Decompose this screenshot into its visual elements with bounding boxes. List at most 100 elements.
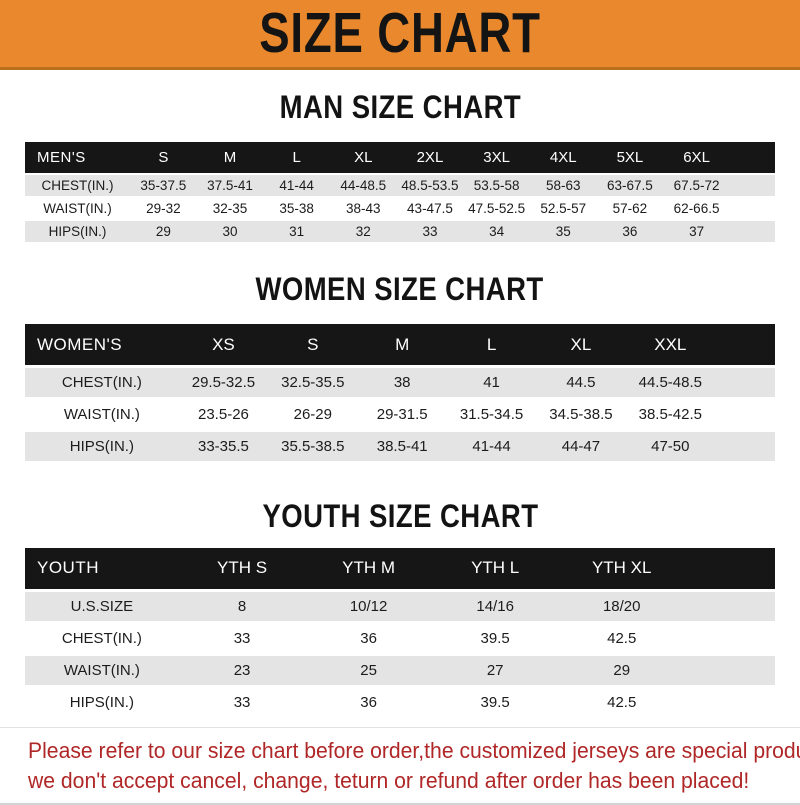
size-value-cell: 31	[263, 219, 330, 243]
women-section-heading: WOMEN SIZE CHART	[0, 271, 800, 308]
table-row: WAIST(IN.) 23 25 27 29	[25, 652, 775, 687]
row-label: WAIST(IN.)	[25, 196, 130, 221]
table-row: CHEST(IN.) 29.5-32.5 32.5-35.5 38 41 44.5 44.5…	[25, 365, 775, 399]
table-row: CHEST(IN.) 35-37.5 37.5-41 41-44 44-48.5 48.5…	[25, 173, 775, 198]
size-value-cell: 35-37.5	[130, 173, 197, 198]
women-section-heading-text: WOMEN SIZE CHART	[255, 271, 545, 308]
table-row: CHEST(IN.) 33 36 39.5 42.5	[25, 620, 775, 655]
table-row: HIPS(IN.) 33-35.5 35.5-38.5 38.5-41 41-44 44-…	[25, 429, 775, 462]
order-policy-note: Please refer to our size chart before or…	[0, 726, 800, 797]
size-value-cell: 30	[196, 219, 264, 243]
size-value-cell: 37.5-41	[196, 173, 264, 198]
size-column-header: YTH M	[305, 547, 432, 591]
size-value-cell: 32-35	[196, 196, 264, 221]
size-table: WOMEN'S XS S M L XL XXL CHEST(IN.) 29.5-32.5 32.5…	[25, 324, 775, 462]
size-value-cell: 47.5-52.5	[463, 196, 530, 221]
row-label: HIPS(IN.)	[25, 429, 179, 462]
size-value-cell: 57-62	[596, 196, 664, 221]
size-column-header: 2XL	[396, 142, 464, 175]
table-row: HIPS(IN.) 33 36 39.5 42.5	[25, 684, 775, 717]
size-value-cell: 48.5-53.5	[396, 173, 464, 198]
size-value-cell: 10/12	[305, 588, 432, 623]
row-spacer	[729, 219, 775, 243]
size-value-cell: 29.5-32.5	[178, 365, 269, 399]
size-value-cell: 33	[178, 684, 306, 717]
row-spacer	[729, 173, 775, 198]
size-value-cell: 14/16	[431, 588, 559, 623]
men-section-heading-text: MAN SIZE CHART	[279, 89, 521, 125]
size-value-cell: 53.5-58	[463, 173, 530, 198]
table-header-row: WOMEN'S XS S M L XL XXL	[25, 324, 775, 367]
size-value-cell: 29-31.5	[357, 397, 447, 431]
size-column-header: M	[196, 142, 264, 175]
row-spacer	[685, 684, 775, 717]
size-value-cell: 25	[305, 652, 432, 687]
table-header-row: YOUTH YTH S YTH M YTH L YTH XL	[25, 547, 775, 591]
size-value-cell: 8	[178, 588, 306, 623]
header-spacer	[715, 324, 775, 367]
size-column-header: YTH XL	[558, 547, 685, 591]
size-value-cell: 44.5-48.5	[625, 365, 715, 399]
size-value-cell: 58-63	[529, 173, 597, 198]
row-label: WAIST(IN.)	[25, 652, 179, 687]
size-value-cell: 41	[446, 365, 537, 399]
size-value-cell: 43-47.5	[396, 196, 464, 221]
size-column-header: 3XL	[463, 142, 530, 175]
order-policy-line-2: we don't accept cancel, change, teturn o…	[28, 768, 750, 794]
size-value-cell: 38-43	[329, 196, 397, 221]
size-value-cell: 35-38	[263, 196, 330, 221]
size-column-header: XXL	[625, 324, 715, 367]
table-row: U.S.SIZE 8 10/12 14/16 18/20	[25, 588, 775, 623]
size-value-cell: 34	[463, 219, 530, 243]
size-value-cell: 42.5	[558, 620, 685, 655]
table-corner-label: WOMEN'S	[25, 324, 179, 367]
size-value-cell: 29-32	[130, 196, 197, 221]
size-column-header: 4XL	[529, 142, 597, 175]
size-value-cell: 38.5-42.5	[625, 397, 715, 431]
row-spacer	[715, 365, 775, 399]
size-value-cell: 33	[178, 620, 306, 655]
size-column-header: L	[446, 324, 537, 367]
banner-title: SIZE CHART	[259, 1, 541, 65]
size-value-cell: 32.5-35.5	[268, 365, 358, 399]
row-label: CHEST(IN.)	[25, 365, 179, 399]
size-value-cell: 67.5-72	[663, 173, 730, 198]
size-column-header: YTH S	[178, 547, 306, 591]
youth-section-heading: YOUTH SIZE CHART	[0, 499, 800, 534]
size-value-cell: 36	[305, 684, 432, 717]
size-value-cell: 36	[305, 620, 432, 655]
size-value-cell: 42.5	[558, 684, 685, 717]
size-chart-banner: SIZE CHART	[0, 0, 800, 70]
table-row: WAIST(IN.) 29-32 32-35 35-38 38-43 43-47.5 47.…	[25, 196, 775, 221]
men-size-table-container: MEN'S S M L XL 2XL 3XL 4XL 5XL 6XL CHEST(IN.) 35-37…	[25, 142, 775, 243]
size-value-cell: 38	[357, 365, 447, 399]
table-row: WAIST(IN.) 23.5-26 26-29 29-31.5 31.5-34.5 34…	[25, 397, 775, 431]
header-spacer	[729, 142, 775, 175]
size-value-cell: 63-67.5	[596, 173, 664, 198]
size-value-cell: 44.5	[536, 365, 626, 399]
size-value-cell: 44-48.5	[329, 173, 397, 198]
size-column-header: L	[263, 142, 330, 175]
size-value-cell: 33	[396, 219, 464, 243]
size-value-cell: 29	[130, 219, 197, 243]
women-size-table-container: WOMEN'S XS S M L XL XXL CHEST(IN.) 29.5-32.5 32.5…	[25, 324, 775, 462]
size-value-cell: 18/20	[558, 588, 685, 623]
size-value-cell: 37	[663, 219, 730, 243]
size-value-cell: 34.5-38.5	[536, 397, 626, 431]
size-value-cell: 38.5-41	[357, 429, 447, 462]
row-spacer	[685, 620, 775, 655]
size-value-cell: 31.5-34.5	[446, 397, 537, 431]
size-column-header: S	[130, 142, 197, 175]
row-label: CHEST(IN.)	[25, 620, 179, 655]
size-value-cell: 33-35.5	[178, 429, 269, 462]
size-column-header: M	[357, 324, 447, 367]
size-column-header: YTH L	[431, 547, 559, 591]
table-row: HIPS(IN.) 29 30 31 32 33 34 35 36 37	[25, 219, 775, 243]
youth-section-heading-text: YOUTH SIZE CHART	[262, 498, 538, 535]
size-value-cell: 35.5-38.5	[268, 429, 358, 462]
row-spacer	[715, 429, 775, 462]
table-corner-label: YOUTH	[25, 547, 179, 591]
order-policy-line-1: Please refer to our size chart before or…	[28, 737, 800, 763]
size-value-cell: 41-44	[263, 173, 330, 198]
size-value-cell: 26-29	[268, 397, 358, 431]
